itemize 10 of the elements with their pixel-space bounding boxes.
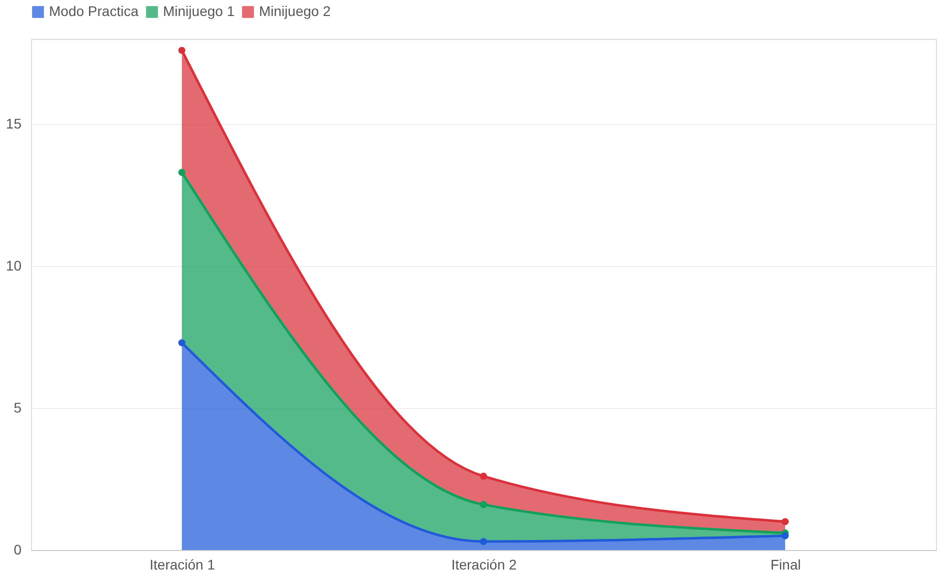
y-tick-label: 10 (6, 258, 22, 274)
legend-label: Modo Practica (49, 3, 139, 19)
y-tick-label: 0 (14, 542, 22, 558)
y-tick-label: 15 (6, 116, 22, 132)
x-tick-label: Final (770, 556, 801, 572)
y-tick-label: 5 (14, 400, 22, 416)
legend-label: Minijuego 2 (259, 3, 331, 19)
legend-label: Minijuego 1 (163, 3, 235, 19)
x-tick-label: Iteración 2 (451, 556, 517, 572)
x-tick-label: Iteración 1 (150, 556, 216, 572)
